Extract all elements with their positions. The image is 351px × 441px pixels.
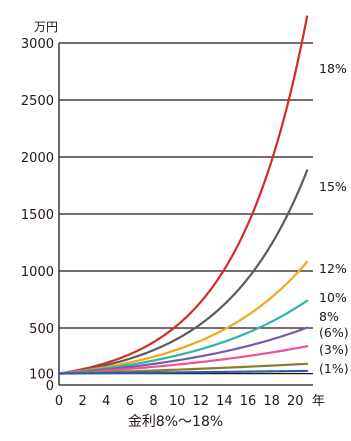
series-line-0 [57,15,309,375]
y-tick-label-2500: 2500 [21,94,54,109]
x-tick-label-12: 12 [192,394,209,409]
y-axis-unit-label: 万円 [34,20,58,34]
x-tick-labels: 0 2 4 6 8 10 12 14 16 18 20 [55,394,304,409]
series-label-1: 15% [319,179,347,194]
x-tick-label-14: 14 [216,394,233,409]
series-labels: 18% 15% 12% 10% 8%(6%) (3%) (1%) [319,61,349,376]
y-tick-label-0: 0 [46,379,54,394]
x-tick-label-6: 6 [126,394,134,409]
series-line-7 [57,369,309,375]
series-label-0: 18% [319,61,347,76]
series-line-5 [57,345,309,375]
axes [58,43,313,386]
x-tick-label-0: 0 [55,394,63,409]
x-tick-label-4: 4 [102,394,110,409]
series-lines [57,15,309,375]
series-line-3 [57,299,309,375]
x-tick-label-8: 8 [149,394,157,409]
series-line-1 [57,169,309,375]
x-tick-label-16: 16 [240,394,257,409]
series-label-4: 8% [319,309,339,324]
y-tick-label-3000: 3000 [21,37,54,52]
y-tick-label-2000: 2000 [21,151,54,166]
y-tick-label-1500: 1500 [21,208,54,223]
grid-lines [59,42,313,375]
y-tick-label-1000: 1000 [21,265,54,280]
series-label-7: (1%) [319,361,349,376]
x-tick-label-2: 2 [78,394,86,409]
y-tick-label-100: 100 [29,368,54,383]
series-label-6: (3%) [319,342,349,357]
series-line-2 [57,260,309,375]
x-axis-unit-label: 年 [312,394,325,409]
x-tick-label-10: 10 [169,394,186,409]
chart-caption: 金利8%〜18% [127,414,224,430]
series-label-3: 10% [319,290,347,305]
x-tick-label-18: 18 [263,394,280,409]
x-tick-label-20: 20 [287,394,304,409]
y-tick-label-500: 500 [29,322,54,337]
series-label-2: 12% [319,261,347,276]
series-label-5: (6%) [319,325,349,340]
